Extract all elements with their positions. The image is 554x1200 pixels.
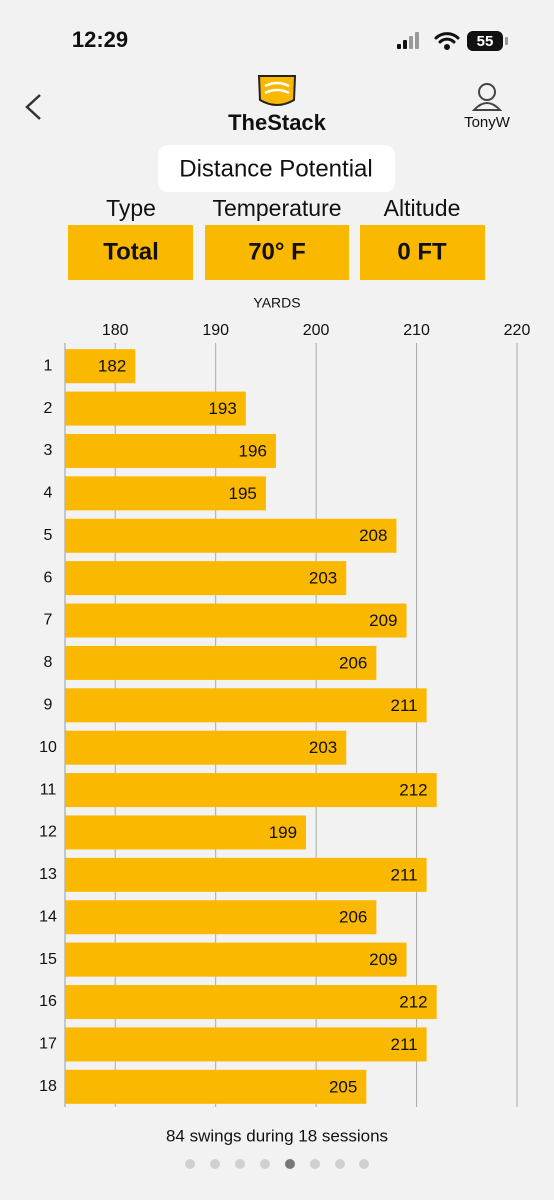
filter-value[interactable]: 0 FT <box>397 238 447 265</box>
bar <box>65 561 347 596</box>
battery-level: 55 <box>477 33 494 50</box>
y-tick-label: 14 <box>39 908 57 925</box>
bar-value-label: 206 <box>339 653 367 672</box>
bar <box>65 645 377 680</box>
bar-value-label: 209 <box>369 950 397 969</box>
y-tick-label: 1 <box>44 357 53 374</box>
bar-value-label: 212 <box>399 781 427 800</box>
filter-button[interactable] <box>360 225 485 280</box>
x-tick-label: 210 <box>403 322 430 339</box>
bar-value-label: 208 <box>359 526 387 545</box>
status-time: 12:29 <box>72 27 128 52</box>
bar <box>65 603 407 638</box>
user-icon[interactable] <box>471 83 503 111</box>
chart: 180 190 200 210 220 1 182 2 193 3 196 4 195 5 208 6 203 7… <box>39 322 530 1107</box>
filter-button[interactable] <box>205 225 349 280</box>
bar <box>65 773 437 808</box>
y-tick-label: 7 <box>44 612 53 629</box>
brand-name: TheStack <box>228 110 327 135</box>
page-dot[interactable] <box>210 1159 220 1169</box>
page-dot[interactable] <box>185 1159 195 1169</box>
bar-value-label: 205 <box>329 1077 357 1096</box>
filter-value[interactable]: 70° F <box>248 238 306 265</box>
bar <box>65 1027 427 1062</box>
y-tick-label: 15 <box>39 951 57 968</box>
y-tick-label: 11 <box>40 781 57 798</box>
bar <box>65 391 246 426</box>
signal-icon <box>397 32 419 49</box>
filter-value[interactable]: Total <box>103 238 159 265</box>
bar-value-label: 203 <box>309 569 337 588</box>
bar <box>65 857 427 892</box>
y-tick-label: 12 <box>39 824 57 841</box>
filter-label: Altitude <box>384 195 461 221</box>
page-dot[interactable] <box>235 1159 245 1169</box>
bar-value-label: 203 <box>309 738 337 757</box>
bar-value-label: 199 <box>269 823 297 842</box>
page-dot[interactable] <box>359 1159 369 1169</box>
x-axis-label: YARDS <box>253 295 300 311</box>
brand-logo <box>257 75 297 106</box>
bar-value-label: 182 <box>98 357 126 376</box>
y-tick-label: 4 <box>44 485 53 502</box>
bar-value-label: 212 <box>399 993 427 1012</box>
bar <box>65 900 377 935</box>
bar <box>65 688 427 723</box>
bar-value-label: 196 <box>239 441 267 460</box>
filter-button[interactable] <box>68 225 193 280</box>
footer-text: 84 swings during 18 sessions <box>166 1126 388 1145</box>
x-tick-label: 220 <box>504 322 531 339</box>
filter-label: Type <box>106 195 156 221</box>
page-indicator <box>185 1159 369 1169</box>
y-tick-label: 16 <box>39 993 57 1010</box>
y-tick-label: 17 <box>39 1036 57 1053</box>
x-tick-label: 180 <box>102 322 129 339</box>
y-tick-label: 18 <box>39 1078 57 1095</box>
y-tick-label: 6 <box>44 569 53 586</box>
y-tick-label: 5 <box>44 527 53 544</box>
bar <box>65 433 276 468</box>
bar-value-label: 206 <box>339 908 367 927</box>
battery-cap <box>505 37 508 45</box>
y-tick-label: 3 <box>44 442 53 459</box>
y-tick-label: 9 <box>44 697 53 714</box>
bar <box>65 1069 367 1104</box>
bar <box>65 730 347 765</box>
bar <box>65 985 437 1020</box>
bar <box>65 349 136 384</box>
chart-title: Distance Potential <box>179 155 372 182</box>
bar <box>65 476 266 511</box>
bar-value-label: 193 <box>208 399 236 418</box>
bar <box>65 942 407 977</box>
bar <box>65 815 307 850</box>
bar-value-label: 209 <box>369 611 397 630</box>
wifi-icon <box>434 32 460 50</box>
y-tick-label: 10 <box>39 739 57 756</box>
x-tick-label: 190 <box>202 322 229 339</box>
bar-value-label: 211 <box>390 1035 417 1054</box>
page-dot[interactable] <box>310 1159 320 1169</box>
y-tick-label: 8 <box>44 654 53 671</box>
bar-value-label: 195 <box>229 484 257 503</box>
bar-value-label: 211 <box>390 696 417 715</box>
bar <box>65 518 397 553</box>
page-dot[interactable] <box>260 1159 270 1169</box>
back-button[interactable] <box>25 94 41 120</box>
page-dot-active[interactable] <box>285 1159 295 1169</box>
battery-icon <box>467 31 503 51</box>
title-box <box>158 145 395 192</box>
bar-value-label: 211 <box>390 865 417 884</box>
page-dot[interactable] <box>335 1159 345 1169</box>
x-tick-label: 200 <box>303 322 330 339</box>
user-name[interactable]: TonyW <box>464 114 511 131</box>
y-tick-label: 2 <box>44 400 53 417</box>
y-tick-label: 13 <box>39 866 57 883</box>
filter-label: Temperature <box>212 195 341 221</box>
